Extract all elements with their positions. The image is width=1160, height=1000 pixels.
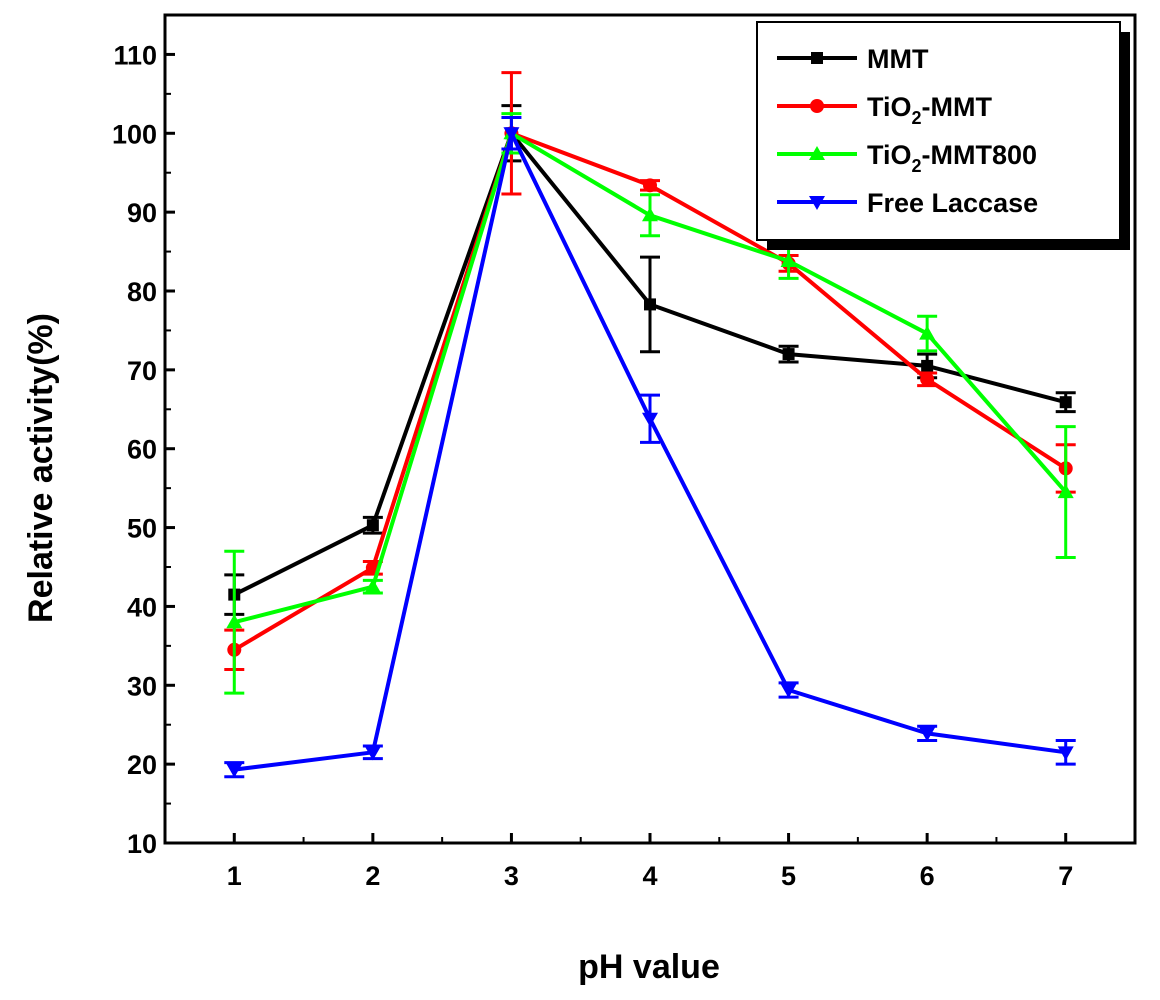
legend-label-part: -MMT800: [922, 140, 1038, 170]
data-point: [643, 178, 657, 193]
y-tick-label: 10: [127, 829, 157, 859]
data-point: [1059, 396, 1072, 409]
y-tick-label: 40: [127, 592, 157, 622]
y-tick-label: 100: [112, 119, 157, 149]
legend-entry: Free Laccase: [777, 188, 1038, 218]
legend-label-part: TiO: [867, 92, 912, 122]
y-tick-label: 110: [113, 40, 157, 70]
legend-swatch-marker: [809, 146, 825, 160]
data-point: [642, 207, 658, 222]
legend-label-part: -MMT: [922, 92, 993, 122]
legend-entry: MMT: [777, 44, 929, 74]
y-tick-label: 70: [127, 356, 157, 386]
data-point: [921, 359, 934, 372]
y-tick-label: 20: [127, 750, 157, 780]
data-point: [642, 412, 658, 427]
data-point: [366, 519, 379, 532]
y-tick-label: 80: [127, 277, 157, 307]
legend-swatch-marker: [810, 99, 824, 113]
x-tick-label: 6: [920, 861, 935, 891]
x-tick-label: 4: [642, 861, 657, 891]
series-group: [224, 71, 1076, 779]
data-point: [226, 614, 243, 629]
legend-label-part: MMT: [867, 44, 929, 74]
data-point: [782, 348, 795, 361]
series-tio2-mmt800: [224, 112, 1076, 695]
legend-label-part: TiO: [867, 140, 912, 170]
y-tick-label: 50: [127, 514, 157, 544]
legend-entry: TiO2-MMT800: [777, 140, 1037, 176]
data-point: [919, 727, 936, 742]
y-tick-label: 30: [127, 671, 157, 701]
x-tick-label: 1: [227, 861, 242, 891]
x-tick-label: 3: [504, 861, 519, 891]
x-tick-label: 5: [781, 861, 796, 891]
legend-swatch-marker: [811, 52, 823, 64]
data-point: [919, 325, 936, 340]
data-point: [780, 684, 797, 699]
x-axis-title: pH value: [578, 948, 720, 986]
x-tick-label: 2: [365, 861, 380, 891]
data-point: [503, 127, 520, 142]
legend-label: Free Laccase: [867, 188, 1038, 218]
y-tick-label: 90: [127, 198, 157, 228]
legend-label-part: 2: [912, 156, 922, 176]
legend-label-part: 2: [912, 108, 922, 128]
legend-label: TiO2-MMT: [867, 92, 993, 128]
data-point: [1057, 484, 1074, 499]
x-tick-label: 7: [1058, 861, 1073, 891]
axes-group: 10 20 30 40 50 60 70 80 90 100 110 1 2 3 4 5 6 7: [112, 13, 1137, 891]
y-tick-label: 60: [127, 435, 157, 465]
legend-label: TiO2-MMT800: [867, 140, 1037, 176]
data-point: [644, 298, 656, 311]
data-point: [1057, 746, 1074, 761]
data-point: [364, 578, 381, 593]
y-axis-title: Relative activity(%): [22, 313, 60, 623]
data-point: [920, 372, 935, 387]
series-free-laccase: [224, 116, 1076, 779]
legend-entry: TiO2-MMT: [777, 92, 993, 128]
legend-label-part: Free Laccase: [867, 188, 1038, 218]
legend-swatch-marker: [809, 196, 825, 210]
data-point: [780, 253, 797, 268]
data-point: [364, 746, 381, 761]
data-point: [226, 763, 243, 778]
legend-label: MMT: [867, 44, 929, 74]
